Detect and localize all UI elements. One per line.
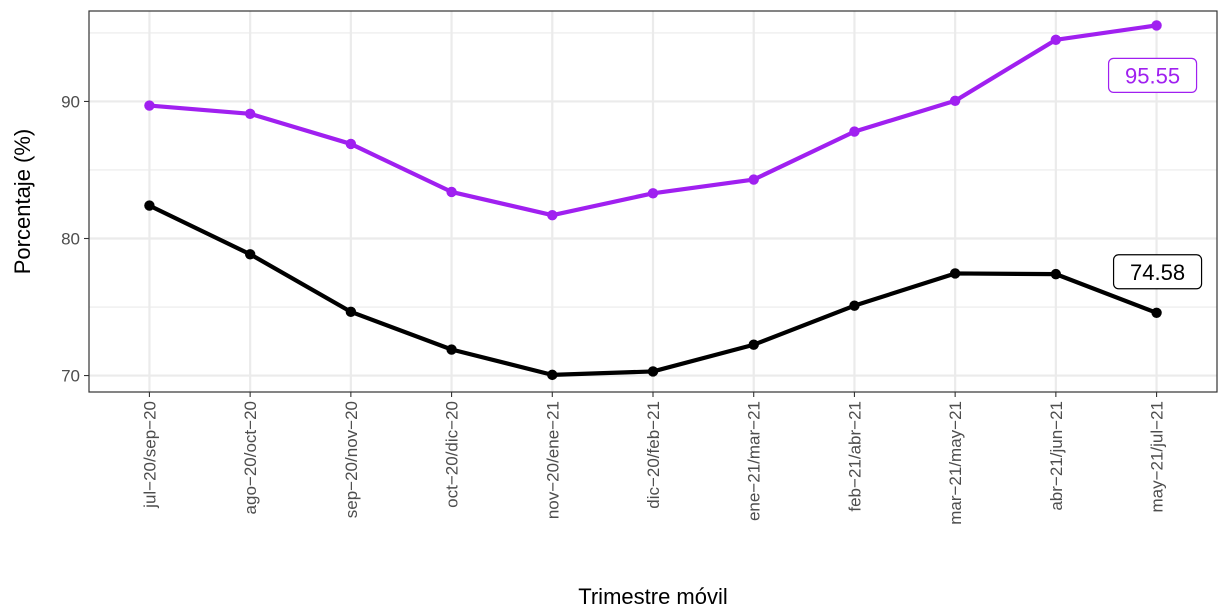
y-tick-label: 70	[61, 367, 80, 386]
series-1-point	[748, 174, 759, 185]
x-tick-label: oct−20/dic−20	[443, 401, 462, 508]
series-2-end-label: 74.58	[1130, 260, 1185, 285]
series-1-point	[547, 210, 558, 221]
series-2-point	[647, 366, 659, 377]
x-tick-label: sep−20/nov−20	[342, 401, 361, 518]
series-1-point	[1151, 20, 1162, 31]
x-tick-label: dic−20/feb−21	[644, 401, 663, 509]
series-1-point	[244, 108, 256, 119]
x-tick-label: mar−21/may−21	[946, 401, 965, 525]
series-1-end-label-box	[1107, 57, 1198, 93]
y-tick-label: 80	[61, 230, 80, 249]
series-1-point	[647, 188, 659, 199]
x-axis-title: Trimestre móvil	[578, 584, 728, 609]
series-2-point	[345, 306, 357, 318]
series-2-point	[144, 200, 155, 211]
x-tick-label: ene−21/mar−21	[745, 401, 764, 521]
series-2-point	[1151, 307, 1162, 318]
series-1-point	[849, 126, 860, 137]
series-2-point	[849, 300, 860, 311]
series-1-point	[949, 95, 961, 106]
y-tick-label: 90	[61, 92, 80, 111]
series-2-point	[244, 249, 256, 260]
y-axis-title: Porcentaje (%)	[10, 129, 35, 275]
y-axis: 70 80 90	[61, 92, 89, 386]
series-layer	[144, 20, 1162, 381]
series-1-point	[345, 138, 357, 150]
x-tick-label: feb−21/abr−21	[845, 401, 864, 512]
series-1-end-label: 95.55	[1125, 63, 1180, 88]
series-2-end-label-box	[1112, 254, 1203, 290]
x-tick-label: jul−20/sep−20	[140, 401, 159, 509]
x-tick-label: abr−21/jun−21	[1047, 401, 1066, 511]
series-2-point	[547, 369, 558, 381]
series-2-point	[949, 268, 961, 279]
series-2-point	[1050, 268, 1062, 280]
x-tick-label: ago−20/oct−20	[241, 401, 260, 514]
series-2-point	[446, 344, 457, 355]
series-2-point	[748, 339, 759, 350]
series-1-point	[144, 100, 155, 111]
series-1-point	[446, 186, 457, 198]
x-tick-label: nov−20/ene−21	[543, 401, 562, 519]
major-gridlines	[89, 11, 1217, 392]
end-labels: 95.55 74.58	[1107, 57, 1203, 290]
x-axis: jul−20/sep−20 ago−20/oct−20 sep−20/nov−20 o…	[140, 392, 1167, 525]
series-1-point	[1050, 34, 1062, 45]
x-tick-label: may−21/jul−21	[1148, 401, 1167, 513]
